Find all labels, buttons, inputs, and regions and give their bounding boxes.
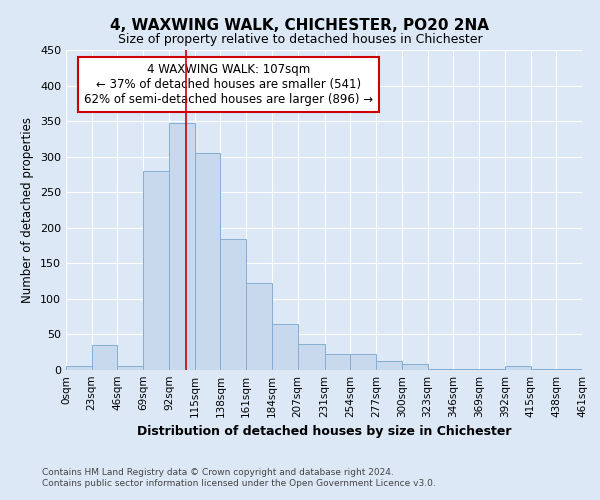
Bar <box>195 153 220 370</box>
Bar <box>118 366 143 370</box>
Bar <box>350 354 376 370</box>
Bar <box>479 368 505 370</box>
Bar <box>428 368 453 370</box>
Bar <box>556 368 582 370</box>
Bar <box>272 324 298 370</box>
Bar <box>143 171 169 370</box>
Text: Size of property relative to detached houses in Chichester: Size of property relative to detached ho… <box>118 32 482 46</box>
Bar <box>169 123 195 370</box>
Bar <box>66 366 92 370</box>
Bar <box>505 366 530 370</box>
Bar <box>220 239 246 370</box>
Bar <box>325 354 350 370</box>
Bar <box>453 368 479 370</box>
Bar <box>246 283 272 370</box>
Y-axis label: Number of detached properties: Number of detached properties <box>22 117 34 303</box>
Text: 4, WAXWING WALK, CHICHESTER, PO20 2NA: 4, WAXWING WALK, CHICHESTER, PO20 2NA <box>110 18 490 32</box>
X-axis label: Distribution of detached houses by size in Chichester: Distribution of detached houses by size … <box>137 426 511 438</box>
Bar <box>530 368 556 370</box>
Text: 4 WAXWING WALK: 107sqm
← 37% of detached houses are smaller (541)
62% of semi-de: 4 WAXWING WALK: 107sqm ← 37% of detached… <box>84 63 373 106</box>
Bar <box>376 362 402 370</box>
Bar <box>298 344 325 370</box>
Bar <box>92 345 118 370</box>
Bar <box>402 364 428 370</box>
Text: Contains HM Land Registry data © Crown copyright and database right 2024.
Contai: Contains HM Land Registry data © Crown c… <box>42 468 436 487</box>
